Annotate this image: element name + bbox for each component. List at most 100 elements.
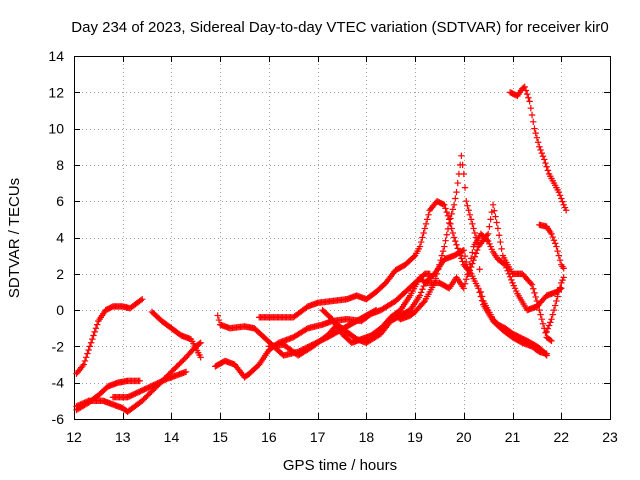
data-point — [536, 306, 543, 314]
data-point — [497, 238, 504, 246]
data-point — [197, 354, 204, 361]
data-point — [421, 225, 429, 232]
data-point — [489, 201, 497, 209]
y-tick-label: 12 — [48, 84, 64, 100]
data-point — [441, 201, 448, 209]
data-point — [461, 184, 469, 191]
x-axis-label: GPS time / hours — [283, 457, 397, 474]
data-point — [550, 306, 558, 314]
data-point — [182, 368, 190, 376]
data-point — [459, 161, 466, 169]
data-point — [492, 213, 499, 220]
data-point — [542, 159, 549, 167]
data-point — [493, 219, 500, 226]
data-point — [544, 167, 552, 174]
data-point — [533, 134, 541, 141]
data-point — [560, 265, 567, 272]
data-point — [543, 163, 550, 170]
series-arc-10 — [319, 230, 565, 346]
data-point — [539, 153, 547, 160]
data-point — [458, 255, 465, 262]
data-point — [539, 320, 547, 327]
data-point — [470, 225, 477, 232]
data-point — [526, 98, 533, 105]
data-point — [555, 188, 563, 196]
data-point — [548, 315, 555, 323]
series-arc-4 — [109, 368, 190, 401]
data-point — [450, 234, 458, 241]
data-point — [503, 264, 510, 271]
data-point — [474, 246, 481, 254]
data-point — [417, 289, 425, 296]
y-tick-label: -6 — [52, 411, 65, 427]
data-point — [461, 252, 469, 260]
data-point — [215, 316, 223, 324]
data-point — [495, 232, 503, 239]
data-point — [548, 230, 555, 238]
data-point — [449, 229, 457, 237]
x-tick-label: 21 — [505, 429, 521, 445]
data-point — [543, 328, 550, 336]
data-point — [560, 274, 567, 281]
data-point — [556, 284, 564, 291]
data-point — [551, 302, 559, 309]
data-point — [469, 249, 476, 256]
data-point — [464, 271, 471, 278]
data-point — [87, 339, 95, 346]
data-point — [416, 292, 424, 299]
data-point — [460, 247, 468, 254]
data-point — [444, 225, 452, 233]
data-point — [439, 201, 447, 208]
data-point — [438, 252, 446, 259]
series-arc-7 — [212, 270, 433, 381]
data-point — [469, 220, 476, 228]
series-arc-14 — [506, 83, 570, 214]
data-point — [425, 211, 432, 219]
data-point — [466, 261, 474, 268]
data-point — [502, 261, 509, 268]
data-point — [420, 299, 427, 306]
data-point — [460, 285, 468, 292]
data-point — [523, 90, 531, 98]
data-point — [532, 293, 539, 301]
data-point — [459, 247, 466, 255]
data-point — [467, 216, 475, 223]
data-point — [558, 195, 565, 202]
series-arc-1 — [73, 296, 146, 377]
data-point — [484, 230, 492, 238]
x-tick-label: 19 — [407, 429, 423, 445]
data-point — [416, 243, 424, 250]
data-point — [463, 258, 470, 266]
data-point — [486, 223, 493, 230]
data-point — [81, 357, 89, 365]
data-point — [537, 311, 544, 318]
data-point — [475, 285, 482, 292]
data-point — [419, 286, 426, 293]
data-point — [527, 104, 535, 112]
data-point — [550, 237, 558, 244]
data-point — [542, 329, 549, 336]
data-point — [447, 220, 454, 228]
data-point — [464, 202, 471, 209]
data-point — [538, 315, 545, 323]
data-point — [548, 337, 555, 345]
series-arc-11 — [392, 152, 550, 359]
data-point — [544, 325, 552, 332]
data-point — [549, 311, 556, 318]
data-point — [508, 276, 515, 284]
data-point — [86, 343, 94, 350]
data-point — [435, 266, 442, 273]
data-point — [553, 297, 560, 305]
data-point — [136, 377, 143, 385]
x-tick-label: 14 — [164, 429, 180, 445]
x-tick-label: 12 — [66, 429, 82, 445]
data-point — [505, 270, 513, 277]
data-point — [558, 285, 565, 292]
data-point — [196, 340, 203, 347]
data-point — [530, 118, 537, 125]
data-point — [556, 192, 564, 199]
x-tick-label: 13 — [115, 429, 131, 445]
data-point — [93, 321, 101, 328]
y-tick-label: 2 — [56, 266, 64, 282]
